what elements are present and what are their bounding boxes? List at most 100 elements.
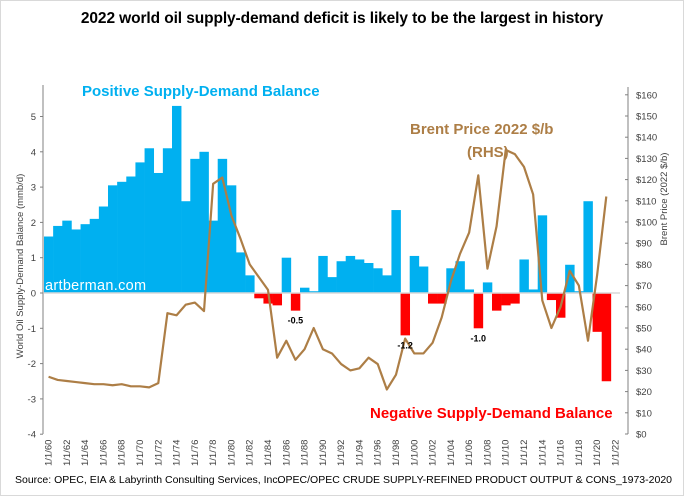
left-axis: -4 -3 -2 -1 0 1 2 3 4 5 [28,85,44,441]
bar-1999 [400,293,411,336]
data-label-2022: -2.5 [608,0,624,2]
x-tick-label: 1/1/22 [610,440,621,466]
bar-1960 [44,236,54,293]
bar-1971 [144,148,155,293]
bar-1969 [126,176,136,293]
bar-2011 [510,293,520,304]
data-labels: -0.5 -1.2 -1.0 -2.5 [288,0,624,350]
left-tick-label: -1 [28,324,36,335]
right-tick-label: $20 [636,387,652,398]
bar-2005 [455,261,465,293]
bar-2020 [592,293,603,332]
left-tick-label: 4 [31,147,36,158]
x-tick-label: 1/1/66 [98,440,109,466]
bar-2010 [501,293,511,306]
right-tick-label: $60 [636,302,652,313]
x-tick-label: 1/1/90 [318,440,329,466]
left-tick-label: 5 [31,112,36,123]
right-tick-label: $110 [636,196,656,207]
bar-1979 [217,158,228,293]
x-tick-label: 1/1/62 [62,440,73,466]
right-tick-label: $140 [636,133,657,144]
bar-1998 [391,210,401,293]
dataset-note: OPEC/OPEC CRUDE SUPPLY-REFINED PRODUCT O… [277,474,672,486]
x-tick-label: 1/1/84 [263,440,274,466]
x-tick-label: 1/1/72 [153,440,164,466]
bar-1988 [300,287,310,293]
left-tick-label: -3 [28,394,36,405]
annotation-price: Brent Price 2022 $/b [410,121,553,138]
left-tick-label: -4 [28,430,36,441]
bar-1997 [382,275,392,293]
right-tick-label: $80 [636,260,652,271]
x-tick-label: 1/1/12 [519,440,530,466]
right-tick-label: $120 [636,175,657,186]
bar-1981 [236,252,246,293]
right-tick-label: $150 [636,112,657,123]
data-label-2007: -1.0 [471,333,487,343]
x-tick-label: 1/1/60 [44,440,55,466]
x-tick-label: 1/1/10 [501,440,512,466]
x-tick-label: 1/1/00 [409,440,420,466]
right-tick-label: $100 [636,218,657,229]
bar-1989 [309,291,319,293]
bar-1977 [199,151,209,293]
x-tick-label: 1/1/78 [208,440,219,466]
bar-2003 [437,293,447,304]
bar-1983 [254,293,264,299]
annotation-positive: Positive Supply-Demand Balance [82,83,320,100]
bar-1970 [135,162,145,293]
x-tick-label: 1/1/88 [300,440,311,466]
x-tick-label: 1/1/02 [428,440,439,466]
x-tick-label: 1/1/08 [482,440,493,466]
watermark: artberman.com [45,278,146,294]
data-label-1987: -0.5 [288,316,304,326]
x-tick-label: 1/1/98 [391,440,402,466]
bar-1980 [226,185,237,293]
bar-series [44,105,612,382]
bar-1968 [117,181,127,293]
x-tick-label: 1/1/16 [556,440,567,466]
annotation-negative: Negative Supply-Demand Balance [370,405,613,422]
bar-2008 [482,282,493,293]
x-tick-label: 1/1/14 [537,440,548,466]
right-tick-label: $130 [636,154,657,165]
bar-2007 [473,293,484,329]
x-tick-label: 1/1/74 [172,440,183,466]
bar-2001 [418,266,429,293]
right-tick-label: $50 [636,324,652,335]
bar-1976 [190,158,200,293]
x-tick-label: 1/1/18 [574,440,585,466]
x-tick-label: 1/1/96 [373,440,384,466]
bar-1987 [290,293,301,311]
bar-1974 [172,105,182,293]
bar-1972 [153,172,164,293]
bar-2012 [519,259,529,293]
right-tick-label: $40 [636,345,652,356]
price-line-series [48,148,608,391]
bar-2019 [583,201,593,293]
bar-1996 [373,268,383,293]
source-note: Source: OPEC, EIA & Labyrinth Consulting… [15,474,281,486]
bar-1995 [364,263,374,293]
bar-1985 [272,293,283,306]
right-axis-label: Brent Price (2022 $/b) [659,153,670,246]
x-tick-label: 1/1/06 [464,440,475,466]
x-tick-label: 1/1/82 [245,440,256,466]
left-axis-label: World Oil Supply-Demand Balance (mmb/d) [15,174,26,359]
x-tick-label: 1/1/86 [281,440,292,466]
x-tick-label: 1/1/94 [354,440,365,466]
bar-1975 [181,201,191,293]
x-tick-label: 1/1/70 [135,440,146,466]
x-tick-label: 1/1/04 [446,440,457,466]
bar-2015 [546,293,557,301]
right-tick-label: $70 [636,281,652,292]
bar-1982 [245,275,255,293]
bar-1992 [336,261,347,293]
annotation-price-rhs: (RHS) [467,144,509,161]
bar-2017 [565,264,575,293]
bar-1973 [162,148,173,293]
right-axis: $0 $10 $20 $30 $40 $50 $60 $70 $80 $90 $100 $110 $12… [625,87,657,441]
bar-2013 [528,289,539,293]
